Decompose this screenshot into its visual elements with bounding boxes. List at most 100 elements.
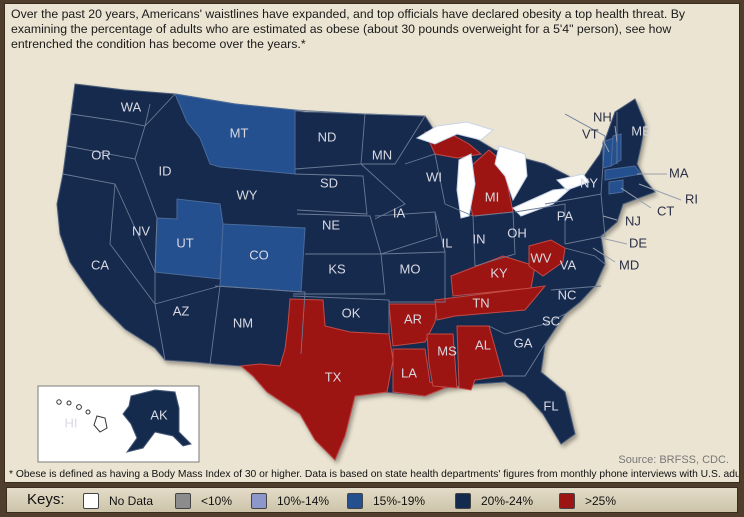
state-label-il: IL (442, 235, 453, 250)
state-label-ut: UT (176, 235, 193, 250)
state-AR (388, 303, 438, 347)
state-label-nv: NV (132, 223, 150, 238)
state-label-nc: NC (558, 287, 577, 302)
state-borders (62, 93, 618, 377)
callout-line-ri (638, 183, 682, 201)
state-label-nj: NJ (625, 213, 641, 228)
state-label-ms: MS (437, 343, 457, 358)
border-3 (154, 272, 306, 365)
lake-ontario (556, 173, 590, 191)
inset-ak-hi (37, 385, 200, 463)
state-label-mn: MN (372, 147, 392, 162)
lake-huron (494, 145, 528, 202)
legend-swatch-20-24 (455, 493, 471, 509)
legend-label-25-plus: >25% (585, 494, 617, 508)
hi-big-island (93, 415, 108, 433)
callout-line-vt (602, 139, 610, 153)
state-label-wi: WI (426, 169, 442, 184)
state-label-mo: MO (400, 261, 421, 276)
state-label-ok: OK (342, 305, 361, 320)
legend-swatch-15-19 (347, 493, 363, 509)
state-label-ia: IA (393, 205, 406, 220)
callout-line-ct (620, 187, 652, 209)
state-label-mi: MI (485, 189, 499, 204)
border-8 (488, 247, 606, 377)
hi-island-2 (66, 400, 72, 406)
legend-label-no-data: No Data (109, 494, 154, 508)
map-panel: Over the past 20 years, Americans' waist… (4, 3, 740, 483)
state-label-nh: NH (593, 109, 612, 124)
border-5 (292, 113, 426, 334)
legend-label-15-19: 15%-19% (373, 494, 426, 508)
legend-item-25-plus: >25% (559, 492, 616, 510)
state-label-or: OR (91, 147, 111, 162)
legend-label-20-24: 20%-24% (481, 494, 534, 508)
state-MT (174, 93, 296, 175)
great-lakes (415, 121, 590, 219)
state-AK (122, 389, 192, 453)
state-label-id: ID (159, 163, 172, 178)
state-label-vt: VT (582, 126, 599, 141)
legend-item-15-19: 15%-19% (347, 492, 425, 510)
state-HI (56, 399, 108, 433)
state-LA (392, 348, 447, 397)
state-label-de: DE (629, 235, 647, 250)
callout-line-nj (602, 215, 618, 221)
state-label-hi: HI (65, 415, 78, 430)
state-label-nm: NM (233, 315, 253, 330)
state-label-az: AZ (173, 303, 190, 318)
legend-swatch-no-data (83, 493, 99, 509)
state-label-ky: KY (490, 265, 508, 280)
hi-island-4 (85, 409, 91, 415)
legend-item-under-10: <10% (175, 492, 232, 510)
lake-michigan (456, 153, 476, 219)
state-label-wa: WA (121, 99, 142, 114)
state-label-al: AL (475, 337, 491, 352)
state-label-ca: CA (91, 257, 109, 272)
us-obesity-map: WA OR CA ID NV MT WY UT CO AZ NM ND SD NE KS OK TX MN IA MO… (37, 83, 699, 463)
state-label-nd: ND (318, 129, 337, 144)
legend-title: Keys: (27, 491, 65, 508)
legend-item-10-14: 10%-14% (251, 492, 329, 510)
state-UT (154, 198, 224, 280)
state-label-oh: OH (507, 225, 527, 240)
state-label-ne: NE (322, 217, 340, 232)
callout-line-de (600, 237, 628, 245)
legend-swatch-under-10 (175, 493, 191, 509)
lake-superior (415, 121, 495, 145)
legend-label-10-14: 10%-14% (277, 494, 330, 508)
state-label-mt: MT (230, 125, 249, 140)
source-text: Source: BRFSS, CDC. (618, 454, 729, 466)
state-WV (528, 239, 566, 277)
state-label-ks: KS (328, 261, 346, 276)
legend-swatch-10-14 (251, 493, 267, 509)
state-label-tx: TX (325, 369, 342, 384)
border-7 (444, 193, 606, 267)
state-label-ak: AK (150, 407, 168, 422)
state-label-ma: MA (669, 165, 689, 180)
state-label-pa: PA (557, 208, 574, 223)
lake-erie (512, 187, 573, 217)
legend-item-20-24: 20%-24% (455, 492, 533, 510)
band-25-overlays (239, 131, 566, 461)
state-label-la: LA (401, 365, 417, 380)
state-CT (608, 179, 624, 195)
legend-swatch-25-plus (559, 493, 575, 509)
state-label-in: IN (473, 231, 486, 246)
state-label-wy: WY (237, 187, 258, 202)
state-labels: WA OR CA ID NV MT WY UT CO AZ NM ND SD NE KS OK TX MN IA MO… (65, 99, 699, 430)
state-label-ga: GA (514, 335, 533, 350)
state-MS (426, 333, 458, 389)
state-label-sd: SD (320, 175, 338, 190)
state-label-wv: WV (531, 250, 552, 265)
state-TX (239, 298, 394, 461)
callout-line-nh (614, 125, 618, 143)
hi-island-1 (56, 399, 62, 405)
hi-island-3 (76, 404, 82, 410)
state-label-ri: RI (685, 191, 698, 206)
border-6 (374, 153, 446, 303)
state-label-md: MD (619, 257, 639, 272)
intro-text: Over the past 20 years, Americans' waist… (11, 7, 686, 51)
state-label-ny: NY (580, 175, 598, 190)
border-1 (66, 93, 176, 160)
